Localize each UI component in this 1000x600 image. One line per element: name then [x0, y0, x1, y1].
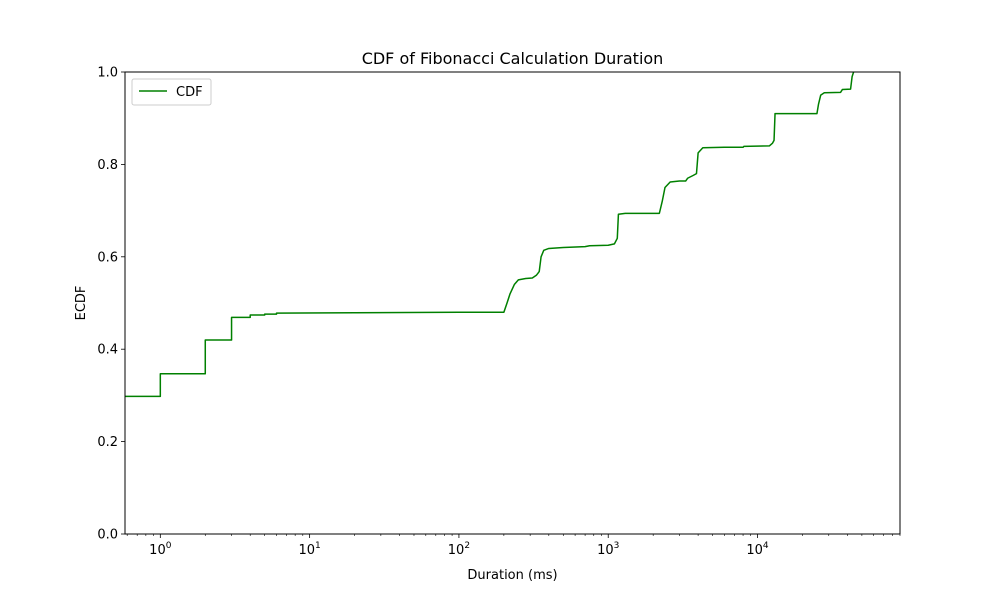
- y-tick-label: 1.0: [97, 66, 118, 81]
- legend-label: CDF: [176, 85, 203, 100]
- y-axis-label: ECDF: [74, 286, 89, 321]
- legend-box: [131, 78, 212, 106]
- x-tick-label: 102: [448, 541, 470, 558]
- chart-title: CDF of Fibonacci Calculation Duration: [362, 49, 664, 68]
- x-tick-label: 104: [746, 541, 769, 558]
- plot-frame: [124, 71, 901, 535]
- x-axis-ticks: 100 101 102 103 104: [149, 534, 769, 558]
- y-tick-label: 0.8: [97, 158, 118, 173]
- y-tick-label: 0.0: [97, 528, 118, 543]
- y-tick-label: 0.6: [97, 250, 118, 265]
- cdf-series-line: [125, 71, 855, 398]
- legend: CDF: [131, 78, 212, 106]
- y-tick-label: 0.4: [97, 343, 118, 358]
- y-tick-label: 0.2: [97, 435, 118, 450]
- plot-area: [125, 72, 900, 534]
- series-layer: [125, 71, 855, 398]
- x-tick-label: 101: [298, 541, 320, 558]
- y-axis-ticks: 0.0 0.2 0.4 0.6 0.8 1.0: [97, 66, 125, 543]
- x-tick-label: 100: [149, 541, 172, 558]
- x-tick-label: 103: [597, 541, 619, 558]
- x-axis-label: Duration (ms): [467, 568, 557, 583]
